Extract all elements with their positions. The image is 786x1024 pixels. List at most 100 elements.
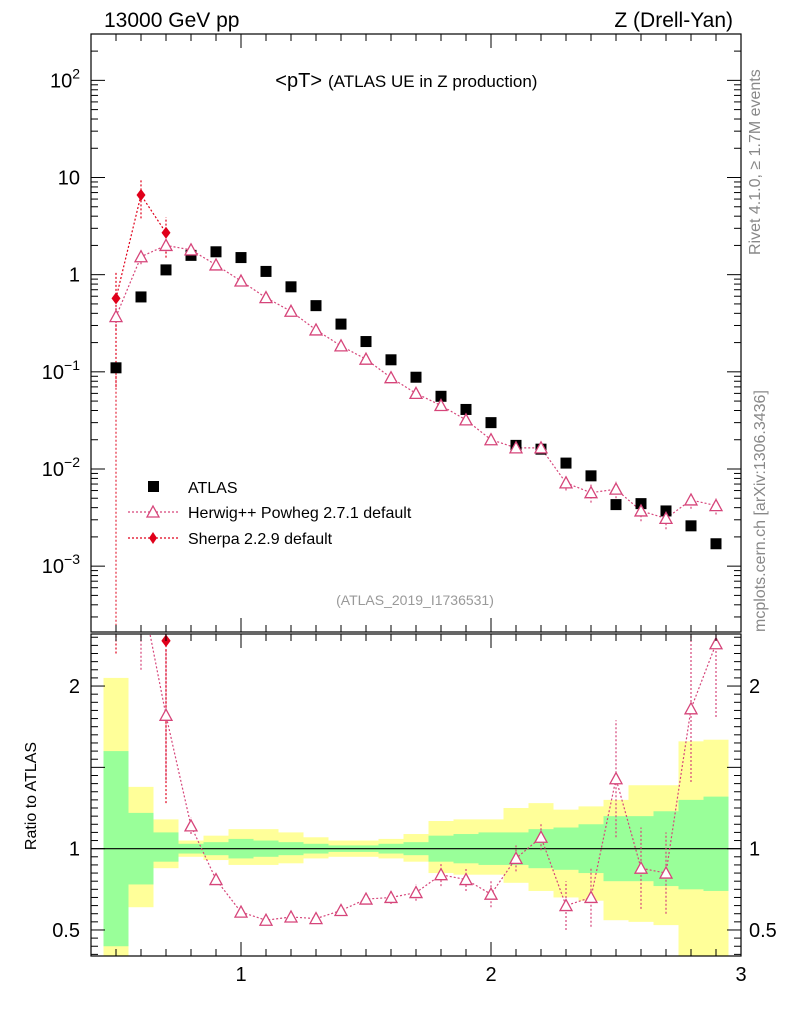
herwig-point xyxy=(683,492,699,506)
herwig-ratio-point xyxy=(508,851,524,865)
atlas-point xyxy=(710,538,722,550)
ratio-panel: 1 2 30.5 0.51 12 2 Ratio to ATLAS xyxy=(23,633,777,986)
herwig-point xyxy=(233,273,249,287)
atlas-point xyxy=(310,300,322,312)
herwig-ratio-point xyxy=(258,912,274,926)
y-tick-label: 2 xyxy=(69,676,80,698)
herwig-point xyxy=(658,511,674,525)
y-tick-label: 1 xyxy=(69,839,80,861)
herwig-point xyxy=(183,242,199,256)
atlas-point xyxy=(460,403,472,415)
herwig-ratio-point xyxy=(283,909,299,923)
y-tick-label: 1 xyxy=(69,265,80,287)
herwig-point xyxy=(358,351,374,365)
plot-title-main: <pT> xyxy=(275,70,322,92)
rivet-version-label: Rivet 4.1.0, ≥ 1.7M events xyxy=(747,69,764,255)
herwig-ratio-point xyxy=(558,898,574,912)
y-tick-label: 0.5 xyxy=(52,920,80,942)
herwig-ratio-point xyxy=(608,771,624,785)
herwig-ratio-point xyxy=(708,636,724,650)
herwig-ratio-point xyxy=(633,860,649,874)
herwig-point xyxy=(133,249,149,263)
herwig-ratio-point xyxy=(158,707,174,721)
atlas-point xyxy=(610,499,622,511)
ratio-axes: 1 2 30.5 0.51 12 2 xyxy=(52,634,777,986)
legend-marker-sherpa xyxy=(149,532,157,544)
herwig-point xyxy=(633,503,649,517)
herwig-ratio-point xyxy=(358,891,374,905)
atlas-point xyxy=(485,417,497,429)
y-tick-label-right: 1 xyxy=(749,839,760,861)
atlas-point xyxy=(385,354,397,366)
herwig-point xyxy=(708,498,724,512)
analysis-id: (ATLAS_2019_I1736531) xyxy=(336,592,494,608)
atlas-point xyxy=(360,336,372,348)
process-label: Z (Drell-Yan) xyxy=(614,9,733,32)
herwig-ratio-point xyxy=(308,911,324,925)
y-tick-label: 10 xyxy=(58,168,80,190)
main-plot-content xyxy=(108,180,724,632)
y-tick-label: 10−1 xyxy=(42,357,80,384)
herwig-ratio-point xyxy=(233,904,249,918)
x-tick-label: 1 xyxy=(235,964,246,986)
sherpa-line xyxy=(115,193,167,299)
herwig-point xyxy=(208,257,224,271)
herwig-point xyxy=(108,309,124,323)
y-tick-label: 10−3 xyxy=(42,551,80,578)
energy-label: 13000 GeV pp xyxy=(104,9,239,32)
main-axes: 10−3 10−2 10−1 1 10 102 xyxy=(42,33,742,632)
legend-label-sherpa: Sherpa 2.2.9 default xyxy=(188,531,333,548)
herwig-point xyxy=(608,481,624,495)
herwig-point xyxy=(333,338,349,352)
atlas-point xyxy=(335,318,347,330)
atlas-point xyxy=(585,470,597,482)
herwig-ratio-point xyxy=(183,818,199,832)
herwig-point xyxy=(533,440,549,454)
legend-marker-herwig xyxy=(145,504,161,518)
herwig-ratio-point xyxy=(658,865,674,879)
herwig-point xyxy=(308,322,324,336)
main-panel: 10−3 10−2 10−1 1 10 102 <pT> (ATLAS UE in Z p… xyxy=(42,33,742,633)
atlas-point xyxy=(410,371,422,383)
atlas-point xyxy=(435,390,447,402)
herwig-point xyxy=(158,238,174,252)
mcplots-label: mcplots.cern.ch [arXiv:1306.3436] xyxy=(752,390,769,632)
y-tick-label: 10−2 xyxy=(42,454,80,481)
herwig-ratio-point xyxy=(683,701,699,715)
herwig-point xyxy=(408,386,424,400)
sherpa-ratio-line xyxy=(165,634,167,641)
ratio-band-1sigma xyxy=(678,799,704,890)
atlas-point xyxy=(160,264,172,276)
y-tick-label: 102 xyxy=(50,65,80,92)
ratio-band-1sigma xyxy=(703,796,729,891)
herwig-ratio-point xyxy=(383,890,399,904)
atlas-point xyxy=(560,457,572,469)
herwig-ratio-point xyxy=(208,872,224,886)
herwig-point xyxy=(433,398,449,412)
sherpa-point xyxy=(111,292,121,305)
herwig-ratio-point xyxy=(583,890,599,904)
herwig-point xyxy=(283,303,299,317)
atlas-point xyxy=(260,265,272,277)
atlas-point xyxy=(210,246,222,258)
atlas-point xyxy=(685,520,697,532)
herwig-ratio-point xyxy=(533,829,549,843)
x-tick-label: 2 xyxy=(485,964,496,986)
legend-marker-atlas xyxy=(148,481,159,492)
x-tick-label: 3 xyxy=(735,964,746,986)
plot-title-sub: (ATLAS UE in Z production) xyxy=(328,72,537,91)
y-tick-label-right: 0.5 xyxy=(749,920,777,942)
legend-label-atlas: ATLAS xyxy=(188,480,238,497)
herwig-ratio-point xyxy=(333,903,349,917)
ratio-band-1sigma xyxy=(153,832,179,862)
herwig-ratio-point xyxy=(433,867,449,881)
herwig-point xyxy=(583,485,599,499)
herwig-ratio-point xyxy=(458,872,474,886)
herwig-point xyxy=(558,475,574,489)
herwig-point xyxy=(483,432,499,446)
sherpa-point xyxy=(161,226,171,239)
legend-label-herwig: Herwig++ Powheg 2.7.1 default xyxy=(188,505,412,522)
ratio-plot-content xyxy=(91,634,741,956)
herwig-point xyxy=(458,412,474,426)
